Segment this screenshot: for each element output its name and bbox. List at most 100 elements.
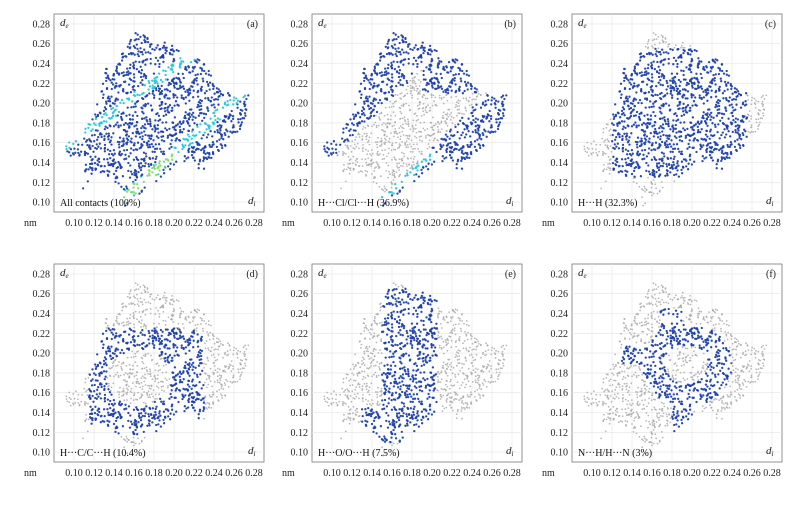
background-point — [422, 110, 425, 113]
highlight-point — [661, 164, 664, 168]
background-point — [115, 319, 117, 322]
highlight-point — [451, 159, 455, 162]
highlight-point — [192, 361, 195, 365]
highlight-point — [129, 152, 132, 155]
background-point — [129, 313, 132, 316]
highlight-point — [158, 337, 162, 341]
highlight-point — [116, 121, 119, 124]
highlight-point — [640, 140, 643, 143]
background-point — [370, 160, 373, 162]
highlight-point — [122, 112, 125, 115]
highlight-point — [625, 138, 628, 141]
x-tick-label: 0.28 — [503, 218, 521, 229]
highlight-point — [218, 90, 222, 93]
highlight-point — [497, 113, 500, 116]
background-point — [422, 93, 425, 96]
highlight-point — [114, 99, 117, 103]
highlight-point — [144, 127, 147, 130]
background-point — [377, 164, 379, 166]
highlight-point — [725, 84, 728, 87]
background-point — [171, 295, 174, 297]
highlight-point — [149, 57, 152, 61]
highlight-point — [151, 47, 154, 51]
background-point — [243, 355, 246, 357]
highlight-point — [183, 114, 187, 118]
highlight-point — [449, 81, 452, 84]
background-point — [135, 385, 137, 388]
highlight-point — [97, 157, 100, 160]
background-point — [414, 82, 417, 85]
plot-frame — [311, 13, 523, 213]
background-point — [380, 140, 383, 143]
highlight-point — [681, 107, 684, 110]
highlight-point — [133, 76, 136, 79]
highlight-point — [411, 167, 414, 170]
highlight-point — [188, 349, 191, 352]
highlight-point — [95, 143, 98, 146]
highlight-point — [471, 114, 474, 118]
highlight-point — [473, 145, 477, 149]
highlight-point — [677, 175, 681, 178]
highlight-point — [729, 140, 733, 144]
highlight-point — [667, 52, 670, 55]
highlight-point — [85, 151, 88, 155]
highlight-point — [658, 174, 661, 177]
highlight-point — [167, 105, 170, 108]
background-point — [239, 368, 242, 370]
highlight-point — [400, 75, 403, 78]
highlight-point — [174, 132, 178, 135]
highlight-point — [420, 44, 424, 48]
highlight-point — [684, 97, 687, 100]
background-point — [232, 380, 235, 383]
background-point — [224, 394, 227, 397]
background-point — [361, 135, 364, 138]
background-point — [402, 127, 405, 130]
highlight-point — [656, 136, 660, 139]
highlight-point — [658, 142, 661, 146]
highlight-point — [398, 41, 401, 45]
highlight-point — [190, 85, 193, 88]
background-point — [412, 128, 415, 131]
highlight-point — [369, 102, 373, 105]
highlight-point — [439, 72, 442, 76]
highlight-point — [166, 158, 169, 161]
highlight-point — [189, 89, 192, 92]
highlight-point — [216, 129, 219, 132]
background-point — [651, 194, 653, 197]
highlight-point — [167, 110, 170, 114]
highlight-point — [108, 391, 112, 394]
highlight-point — [107, 99, 110, 103]
background-point — [216, 390, 218, 393]
highlight-point — [107, 413, 110, 417]
highlight-point — [153, 130, 157, 133]
x-tick-label: 0.22 — [443, 218, 461, 229]
highlight-point — [437, 57, 440, 60]
highlight-point — [110, 337, 113, 341]
highlight-point — [187, 406, 190, 409]
highlight-point — [180, 60, 183, 63]
background-point — [177, 300, 180, 302]
highlight-point — [428, 158, 432, 161]
background-point — [369, 153, 371, 155]
highlight-point — [626, 116, 629, 120]
highlight-point — [707, 89, 710, 92]
highlight-point — [684, 134, 688, 138]
highlight-point — [177, 77, 181, 80]
highlight-point — [666, 85, 670, 88]
highlight-point — [121, 425, 125, 428]
background-point — [760, 96, 763, 99]
highlight-point — [422, 69, 425, 73]
highlight-point — [700, 97, 703, 101]
highlight-point — [407, 43, 410, 46]
background-point — [377, 150, 379, 153]
background-point — [133, 317, 135, 319]
highlight-point — [191, 118, 194, 121]
highlight-point — [671, 130, 675, 133]
background-point — [750, 103, 753, 106]
background-point — [595, 148, 597, 151]
background-point — [383, 143, 386, 146]
highlight-point — [84, 140, 88, 143]
highlight-point — [734, 91, 738, 94]
highlight-point — [672, 160, 675, 164]
background-point — [132, 364, 134, 367]
